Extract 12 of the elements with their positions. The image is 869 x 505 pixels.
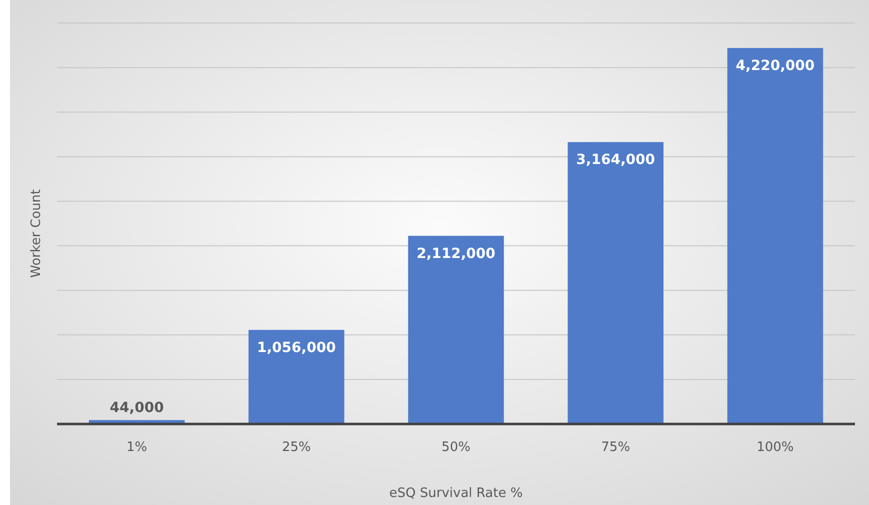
data-label: 2,112,000	[416, 246, 496, 262]
y-axis-title: Worker Count	[29, 189, 44, 278]
data-label: 44,000	[110, 400, 164, 416]
x-tick-label: 100%	[756, 440, 794, 456]
data-label: 3,164,000	[576, 152, 656, 168]
data-label: 4,220,000	[736, 58, 815, 74]
x-axis-title: eSQ Survival Rate %	[389, 486, 523, 501]
x-tick-label: 50%	[442, 440, 470, 456]
x-tick-label: 25%	[282, 440, 311, 456]
x-tick-label: 75%	[601, 440, 630, 456]
data-label: 1,056,000	[256, 340, 336, 356]
x-tick-label: 1%	[126, 440, 148, 456]
